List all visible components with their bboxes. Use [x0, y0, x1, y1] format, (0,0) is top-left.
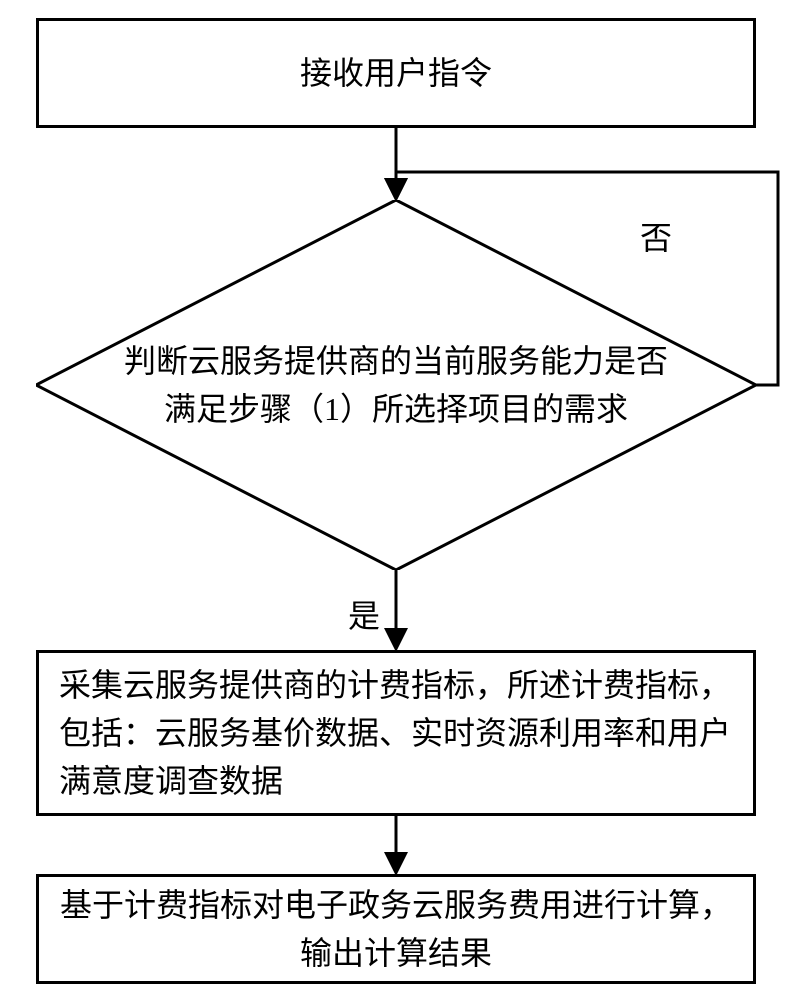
node-step4: 基于计费指标对电子政务云服务费用进行计算，输出计算结果 [36, 874, 756, 984]
node-step1: 接收用户指令 [36, 18, 756, 128]
node-step3: 采集云服务提供商的计费指标，所述计费指标，包括：云服务基价数据、实时资源利用率和… [36, 650, 756, 816]
node-step4-text: 基于计费指标对电子政务云服务费用进行计算，输出计算结果 [59, 881, 733, 977]
edge-label-no: 否 [640, 222, 672, 254]
node-step3-text: 采集云服务提供商的计费指标，所述计费指标，包括：云服务基价数据、实时资源利用率和… [59, 661, 733, 805]
node-decision-text: 判断云服务提供商的当前服务能力是否满足步骤（1）所选择项目的需求 [116, 337, 676, 433]
node-step1-text: 接收用户指令 [300, 49, 492, 97]
edge-label-yes: 是 [348, 600, 380, 632]
flowchart-canvas: 接收用户指令 判断云服务提供商的当前服务能力是否满足步骤（1）所选择项目的需求 … [0, 0, 789, 1000]
